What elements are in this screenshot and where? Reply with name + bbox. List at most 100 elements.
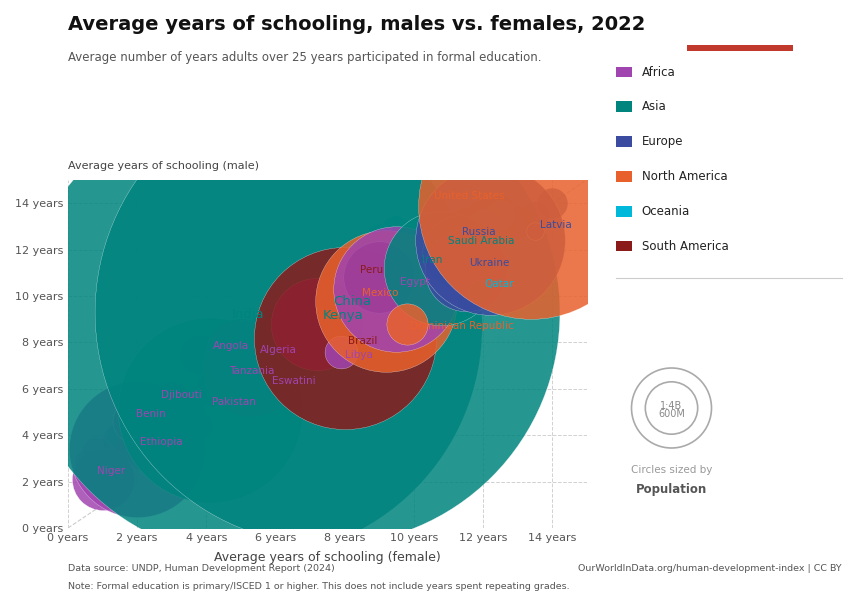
Point	[165, 430, 178, 440]
Point	[234, 365, 247, 375]
Point	[476, 226, 490, 236]
Point	[355, 296, 369, 305]
Point	[379, 296, 393, 305]
Text: Saudi Arabia: Saudi Arabia	[448, 236, 514, 246]
Point	[434, 263, 448, 273]
Point	[245, 322, 258, 331]
Point	[389, 284, 403, 294]
Point	[113, 430, 127, 440]
Text: Average years of schooling, males vs. females, 2022: Average years of schooling, males vs. fe…	[68, 15, 645, 34]
Point	[459, 217, 473, 227]
Point	[148, 435, 162, 445]
Point	[372, 272, 386, 282]
Text: Data source: UNDP, Human Development Report (2024): Data source: UNDP, Human Development Rep…	[68, 564, 335, 573]
Text: Niger: Niger	[98, 466, 126, 476]
Point	[320, 296, 334, 305]
Point	[441, 268, 455, 278]
Point	[320, 326, 334, 335]
Text: Angola: Angola	[213, 341, 249, 350]
Point	[227, 373, 241, 382]
Point	[275, 342, 289, 352]
Point	[441, 245, 455, 254]
Text: Benin: Benin	[137, 409, 167, 419]
Text: Qatar: Qatar	[484, 279, 514, 289]
Text: India: India	[232, 308, 265, 321]
Text: Oceania: Oceania	[642, 205, 690, 218]
Point	[407, 280, 421, 289]
Point	[389, 296, 403, 305]
Text: Libya: Libya	[344, 350, 372, 360]
Point	[528, 226, 541, 236]
Point	[493, 210, 507, 220]
Point	[389, 256, 403, 266]
Point	[217, 342, 230, 352]
Text: Note: Formal education is primary/ISCED 1 or higher. This does not include years: Note: Formal education is primary/ISCED …	[68, 582, 570, 591]
Point	[545, 199, 558, 208]
Point	[310, 319, 324, 329]
Text: Our World: Our World	[711, 21, 770, 31]
Point	[303, 349, 317, 359]
Point	[473, 287, 486, 296]
Text: Circles sized by: Circles sized by	[631, 465, 712, 475]
Point	[407, 256, 421, 266]
Point	[372, 310, 386, 319]
Point	[372, 272, 386, 282]
Point	[337, 333, 351, 343]
Point	[172, 412, 185, 421]
Text: Brazil: Brazil	[348, 336, 377, 346]
Point	[389, 296, 403, 305]
Point	[476, 217, 490, 227]
Point	[310, 314, 324, 324]
Point	[355, 296, 369, 305]
Text: South America: South America	[642, 239, 728, 253]
Text: Tanzania: Tanzania	[229, 366, 274, 376]
Point	[372, 303, 386, 313]
Point	[113, 435, 127, 445]
Point	[493, 203, 507, 212]
Point	[269, 319, 282, 329]
Text: United States: United States	[434, 191, 505, 202]
Text: Average number of years adults over 25 years participated in formal education.: Average number of years adults over 25 y…	[68, 51, 541, 64]
Point	[424, 250, 438, 259]
Text: Ukraine: Ukraine	[469, 258, 509, 268]
Text: Djibouti: Djibouti	[161, 391, 201, 400]
Point	[78, 456, 92, 466]
Point	[241, 356, 254, 366]
Point	[89, 446, 103, 456]
Text: Eswatini: Eswatini	[272, 376, 315, 386]
Point	[234, 349, 247, 359]
Text: Europe: Europe	[642, 135, 683, 148]
Point	[103, 472, 116, 482]
Point	[165, 395, 178, 405]
Point	[511, 217, 524, 227]
Text: Asia: Asia	[642, 100, 666, 113]
Point	[286, 326, 299, 335]
Point	[96, 475, 110, 484]
Point	[193, 421, 207, 431]
Point	[476, 233, 490, 243]
Point	[245, 363, 258, 373]
Point	[459, 233, 473, 243]
Point	[528, 210, 541, 220]
Point	[337, 303, 351, 313]
Text: China: China	[333, 295, 371, 308]
Point	[452, 247, 466, 257]
Text: Dominican Republic: Dominican Republic	[411, 321, 514, 331]
Text: Average years of schooling (male): Average years of schooling (male)	[68, 161, 259, 171]
Point	[217, 379, 230, 389]
Point	[286, 338, 299, 347]
Point	[424, 272, 438, 282]
Text: Ethiopia: Ethiopia	[140, 437, 183, 447]
Point	[137, 449, 150, 458]
Text: Algeria: Algeria	[260, 345, 297, 355]
Text: Mexico: Mexico	[362, 288, 398, 298]
Point	[483, 236, 496, 245]
Text: Russia: Russia	[462, 227, 496, 237]
Point	[182, 407, 196, 417]
Point	[130, 419, 144, 428]
Point	[269, 342, 282, 352]
Text: Iran: Iran	[422, 256, 443, 265]
Point	[337, 287, 351, 296]
X-axis label: Average years of schooling (female): Average years of schooling (female)	[214, 551, 440, 564]
Point	[459, 266, 473, 275]
